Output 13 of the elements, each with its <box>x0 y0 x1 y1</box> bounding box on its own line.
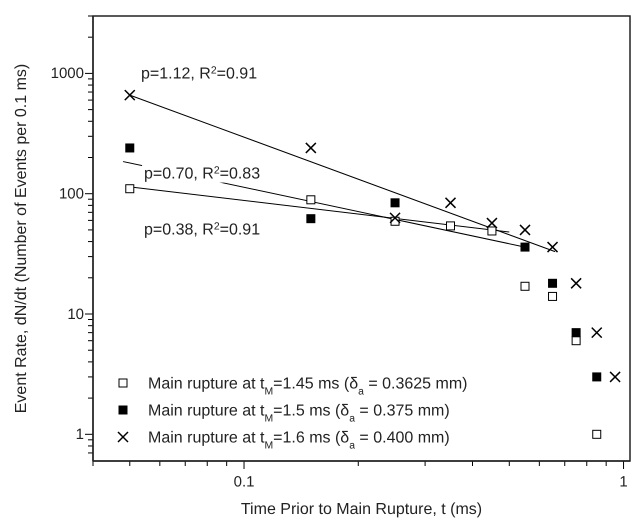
y-tick-label: 1000 <box>50 65 84 82</box>
annotation: p=0.70, R$^{2}$=0.83 <box>144 165 260 183</box>
legend-label: Main rupture at t$_{M}$=1.45 ms (δ$_{a}$ = 0.3625 mm) <box>148 376 468 398</box>
y-tick-label: 10 <box>67 306 84 323</box>
legend-label: Main rupture at t$_{M}$=1.6 ms (δ$_{a}$ = 0.400 mm) <box>148 430 450 452</box>
annotation: p=0.38, R$^{2}$=0.91 <box>144 221 260 239</box>
annotation: p=1.12, R$^{2}$=0.91 <box>141 65 258 83</box>
y-axis-title: Event Rate, dN/dt (Number of Events per 0.1 ms) <box>13 64 30 414</box>
y-tick-label: 100 <box>58 186 84 203</box>
legend-label: Main rupture at t$_{M}$=1.5 ms (δ$_{a}$ = 0.375 mm) <box>148 402 450 424</box>
x-tick-label: 0.1 <box>234 474 254 490</box>
y-tick-label: 1 <box>76 426 84 444</box>
x-axis-title: Time Prior to Main Rupture, t (ms) <box>240 501 482 518</box>
